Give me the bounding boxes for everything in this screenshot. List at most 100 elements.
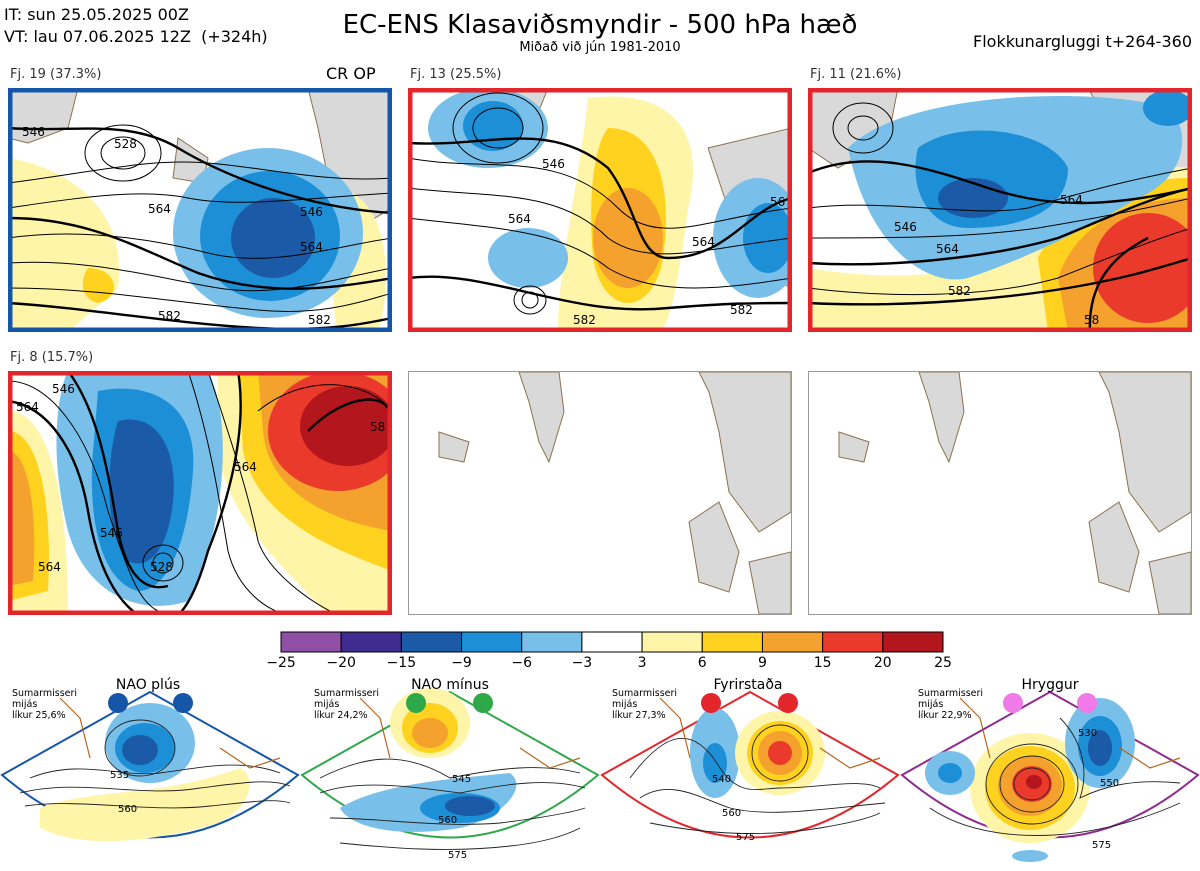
contour-label: 582: [158, 309, 181, 323]
colorbar-tick-label: 25: [934, 655, 952, 671]
cluster-map-2: 546 564 564 582 582 56: [408, 88, 792, 332]
land-mass: [518, 372, 565, 464]
colorbar-cell: [461, 631, 523, 653]
colorbar-tick-label: −3: [571, 655, 593, 671]
regime-title-ridge: Hryggur: [1021, 677, 1079, 693]
contour-label: 564: [16, 400, 39, 414]
contour-label: 582: [573, 313, 596, 327]
regime-contour-label: 560: [438, 815, 457, 826]
regime-title-nao-minus: NAO mínus: [411, 677, 489, 693]
colorbar-cell: [882, 631, 944, 653]
regime-title-blocking: Fyrirstaða: [713, 677, 783, 693]
contour-label: 564: [38, 560, 61, 574]
anomaly-negative: [1143, 90, 1192, 126]
contour-label: 546: [300, 205, 323, 219]
colorbar-tick-label: 20: [873, 655, 892, 671]
empty-map-1: [408, 371, 792, 615]
colorbar: [280, 631, 944, 653]
classification-window: Flokkunargluggi t+264-360: [973, 32, 1192, 51]
colorbar-cell: [701, 631, 763, 653]
contour-label: 546: [100, 526, 123, 540]
regime-maps: 535 560 545 560 575: [0, 688, 1200, 862]
colorbar-cell: [400, 631, 463, 653]
contour-label: 564: [508, 212, 531, 226]
regime-contour-label: 545: [452, 774, 471, 785]
anomaly-positive: [1093, 213, 1192, 323]
regime-nao-minus: 545 560 575: [300, 688, 600, 861]
anomaly-positive: [593, 188, 663, 288]
colorbar-tick-label: −6: [511, 655, 533, 671]
header-times: IT: sun 25.05.2025 00Z VT: lau 07.06.2025…: [4, 4, 268, 48]
anomaly-positive: [82, 268, 115, 303]
regime-blocking: 540 560 575: [600, 690, 900, 843]
colorbar-cell: [761, 631, 824, 653]
colorbar-cell: [822, 631, 884, 653]
regime-contour-label: 540: [712, 774, 731, 785]
contour-label: 564: [148, 202, 171, 216]
cluster-map-1: 546 564 582 528 546 564 582: [8, 88, 392, 332]
regime-contour-label: 575: [736, 832, 755, 843]
contour-label: 56: [770, 195, 785, 209]
colorbar-cell: [340, 631, 402, 653]
regime-title-nao-plus: NAO plús: [115, 677, 181, 693]
colorbar-cell: [521, 631, 583, 653]
colorbar-tick-label: −25: [266, 655, 296, 671]
colorbar-tick-label: 15: [813, 655, 832, 671]
land-mass: [918, 372, 965, 464]
cluster-label-2: Fj. 13 (25.5%): [410, 67, 502, 82]
contour-label: 564: [1060, 193, 1083, 207]
anomaly-negative: [743, 203, 792, 273]
land-mass: [748, 551, 791, 614]
colorbar-tick-label: 9: [757, 655, 767, 671]
contour-label: 528: [150, 560, 173, 574]
contour-label: 582: [730, 303, 753, 317]
contour-label: 564: [234, 460, 257, 474]
contour-label: 546: [52, 382, 75, 396]
contour-label: 546: [22, 125, 45, 139]
contour-label: 564: [300, 240, 323, 254]
anomaly-positive: [8, 451, 35, 586]
cluster-label-4: Fj. 8 (15.7%): [10, 350, 94, 365]
contour-label: 58: [1084, 313, 1099, 327]
land-mass: [438, 431, 470, 463]
regime-note-nao-minus: Sumarmisseri mijás líkur 24,2%: [314, 688, 380, 721]
cluster-tag-1: CR OP: [326, 64, 376, 83]
regime-ridge: 530 550 575: [900, 690, 1200, 862]
contour-label: 58: [370, 420, 385, 434]
land-mass: [838, 431, 870, 463]
valid-time: VT: lau 07.06.2025 12Z (+324h): [4, 27, 268, 46]
land-mass: [1088, 501, 1140, 593]
land-mass: [1148, 551, 1191, 614]
regime-contour-label: 575: [1092, 840, 1111, 851]
contour-label: 582: [308, 313, 331, 327]
colorbar-tick-label: −20: [326, 655, 356, 671]
regime-contour-label: 535: [110, 770, 129, 781]
colorbar-tick-label: 6: [697, 655, 707, 671]
contour-label: 564: [692, 235, 715, 249]
cluster-label-1: Fj. 19 (37.3%): [10, 67, 102, 82]
anomaly-negative: [488, 228, 568, 288]
init-time: IT: sun 25.05.2025 00Z: [4, 5, 189, 24]
regime-note-blocking: Sumarmisseri mijás líkur 27,3%: [612, 688, 678, 721]
colorbar-tick-label: −15: [386, 655, 417, 671]
regime-nao-plus: 535 560: [0, 690, 300, 842]
contour-label: 528: [114, 137, 137, 151]
cluster-map-3: 546 564 582 564 58: [808, 88, 1192, 332]
contour-label: 582: [948, 284, 971, 298]
colorbar-cell: [641, 631, 703, 653]
regime-contour-label: 560: [118, 804, 137, 815]
page-subtitle: Miðað við jún 1981-2010: [519, 40, 681, 55]
colorbar-tick-label: −9: [451, 655, 472, 671]
regime-contour-label: 560: [722, 808, 741, 819]
anomaly-negative: [109, 419, 174, 564]
cluster-map-4: 564 546 564 528 564 546 58: [8, 371, 392, 615]
page-title: EC-ENS Klasaviðsmyndir - 500 hPa hæð: [342, 10, 858, 40]
regime-note-nao-plus: Sumarmisseri mijás líkur 25,6%: [12, 688, 78, 721]
contour-label: 564: [936, 242, 959, 256]
regime-contour-label: 530: [1078, 728, 1097, 739]
contour-label: 546: [542, 157, 565, 171]
land-mass: [698, 372, 791, 533]
land-mass: [1098, 372, 1191, 533]
land-mass: [688, 501, 740, 593]
colorbar-cell: [280, 631, 342, 653]
